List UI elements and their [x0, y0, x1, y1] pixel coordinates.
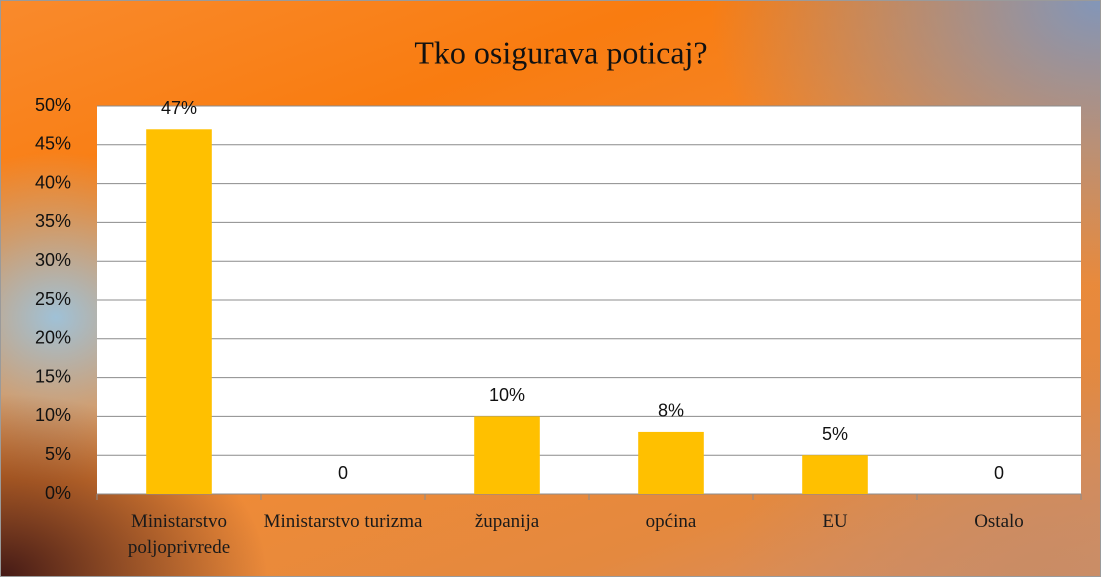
data-label: 10% [489, 385, 525, 405]
y-tick-label: 45% [35, 134, 71, 154]
x-tick-label: EU [822, 511, 848, 532]
y-tick-label: 50% [35, 95, 71, 115]
y-tick-label: 0% [45, 483, 71, 503]
data-label: 0 [994, 463, 1004, 483]
bar [802, 455, 868, 494]
y-tick-label: 25% [35, 289, 71, 309]
data-label: 47% [161, 98, 197, 118]
y-tick-label: 35% [35, 211, 71, 231]
x-tick-label: županija [474, 511, 540, 532]
y-tick-label: 10% [35, 405, 71, 425]
bar [638, 431, 704, 494]
y-tick-label: 30% [35, 250, 71, 270]
data-label: 5% [822, 424, 848, 444]
bar [474, 416, 540, 494]
bar [146, 129, 212, 494]
x-tick-label: Ministarstvo poljoprivrede [127, 511, 231, 558]
y-tick-label: 20% [35, 328, 71, 348]
y-tick-label: 5% [45, 444, 71, 464]
y-tick-label: 15% [35, 366, 71, 386]
data-label: 0 [338, 463, 348, 483]
x-tick-label: općina [645, 511, 697, 532]
y-tick-label: 40% [35, 172, 71, 192]
data-label: 8% [658, 401, 684, 421]
x-tick-label: Ministarstvo turizma [263, 511, 423, 532]
chart-title: Tko osigurava poticaj? [414, 34, 707, 70]
x-tick-label: Ostalo [974, 511, 1024, 532]
